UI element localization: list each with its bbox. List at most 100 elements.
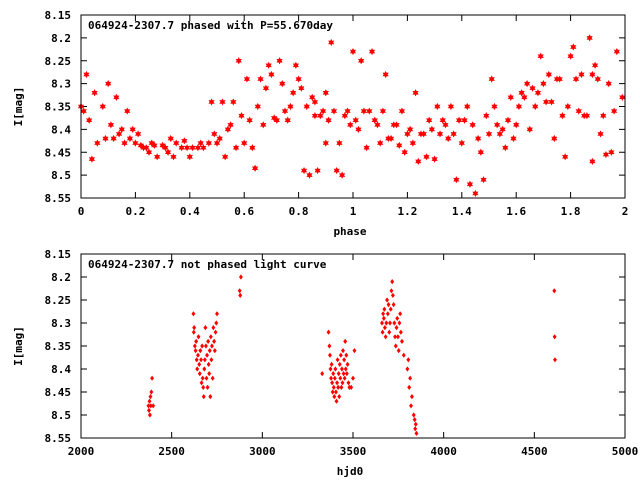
unphased-data-point [352, 348, 357, 354]
phased-data-point [162, 144, 169, 152]
phased-data-point [586, 34, 593, 42]
phased-data-point [494, 121, 501, 129]
phased-data-point [393, 121, 400, 129]
phased-data-point [436, 130, 444, 138]
unphased-data-point [214, 320, 219, 326]
phased-data-point [458, 139, 465, 147]
unphased-data-point [237, 288, 242, 294]
unphased-data-point [204, 375, 209, 381]
phased-data-point [556, 75, 563, 83]
phased-data-point [300, 166, 308, 175]
unphased-data-point [341, 371, 346, 377]
unphased-data-point [206, 361, 211, 367]
phased-plot-frame [80, 14, 626, 199]
unphased-data-point [390, 279, 395, 285]
phased-data-point [611, 107, 618, 115]
phased-data-point [567, 52, 574, 60]
phased-data-point [322, 89, 329, 97]
phased-data-point [311, 112, 319, 120]
phased-data-point [589, 157, 596, 165]
phased-data-point [349, 48, 357, 56]
phased-data-point [132, 139, 139, 147]
unphased-light-curve-chart: 2000 2500 3000 3500 4000 4500 5000 8.15 8.2 8.25 8… [12, 248, 638, 478]
unphased-data-point [192, 343, 197, 349]
unphased-data-point [405, 366, 410, 372]
phased-x-tick-label: 2 [622, 205, 629, 218]
unphased-data-point [334, 398, 339, 404]
phased-data-point [447, 102, 455, 111]
unphased-data-point [326, 329, 331, 335]
unphased-data-point [335, 357, 340, 363]
unphased-data-point [211, 325, 216, 331]
unphased-data-point [197, 371, 202, 377]
unphased-data-point [330, 380, 335, 386]
phased-data-point [290, 89, 297, 97]
phased-data-point [594, 75, 601, 83]
phased-data-point [396, 141, 403, 149]
unphased-data-point [553, 357, 557, 363]
unphased-y-axis-label: I[mag] [12, 326, 25, 366]
unphased-data-point [342, 375, 347, 381]
phased-data-point [243, 75, 251, 83]
unphased-data-point [397, 320, 402, 326]
unphased-data-point [344, 352, 349, 358]
phased-data-point [183, 144, 191, 152]
unphased-data-point [191, 311, 196, 317]
phased-data-point [91, 89, 98, 97]
phased-data-point [241, 139, 248, 147]
unphased-data-point [337, 361, 342, 367]
phased-data-point [197, 139, 204, 147]
phased-data-point [124, 107, 131, 115]
unphased-data-point [205, 384, 210, 390]
unphased-data-point [345, 361, 350, 367]
phased-data-point [336, 139, 343, 147]
unphased-x-tick-label: 2500 [158, 445, 185, 458]
unphased-data-point [396, 334, 400, 340]
phased-data-point [553, 75, 561, 83]
phased-data-point [534, 89, 542, 97]
phased-data-point [347, 121, 354, 129]
unphased-data-point [338, 352, 343, 358]
phased-data-point [227, 121, 234, 129]
phased-y-tick-label: 8.55 [45, 192, 72, 205]
unphased-data-point [342, 357, 347, 363]
unphased-data-point [401, 352, 406, 358]
phased-data-point [121, 139, 128, 147]
phased-y-tick-label: 8.25 [45, 55, 72, 68]
phased-data-point [164, 148, 172, 156]
unphased-data-point [146, 403, 151, 409]
unphased-data-point [398, 311, 403, 317]
phased-data-point [583, 112, 591, 120]
phased-y-tick-label: 8.45 [45, 146, 72, 159]
phased-data-point [355, 125, 362, 133]
unphased-data-point [150, 375, 155, 381]
phased-data-point [608, 148, 615, 156]
unphased-data-point [406, 357, 411, 363]
unphased-data-point [385, 311, 390, 317]
phased-data-point [178, 144, 185, 152]
phased-data-point [488, 75, 495, 83]
unphased-data-point [336, 371, 341, 377]
phased-data-point [137, 141, 144, 149]
phased-data-point [597, 130, 604, 138]
phased-data-point [570, 43, 577, 51]
unphased-data-point [327, 343, 332, 349]
unphased-data-point [384, 320, 389, 326]
unphased-data-point [192, 325, 197, 331]
unphased-y-tick-label: 8.55 [45, 432, 72, 445]
phased-data-point [417, 130, 425, 138]
unphased-data-point [400, 338, 404, 344]
phased-y-tick-label: 8.3 [51, 78, 71, 91]
unphased-data-point [407, 384, 412, 390]
phased-data-point [129, 125, 136, 133]
phased-data-point [540, 80, 547, 88]
unphased-x-tick-label: 5000 [612, 445, 639, 458]
unphased-data-point [392, 320, 397, 326]
unphased-data-point [381, 315, 386, 321]
unphased-data-point [339, 366, 344, 372]
phased-data-point [499, 125, 506, 133]
unphased-data-point [412, 417, 417, 423]
unphased-data-point [380, 320, 384, 326]
unphased-data-point [389, 288, 394, 294]
phased-data-point [532, 102, 539, 111]
